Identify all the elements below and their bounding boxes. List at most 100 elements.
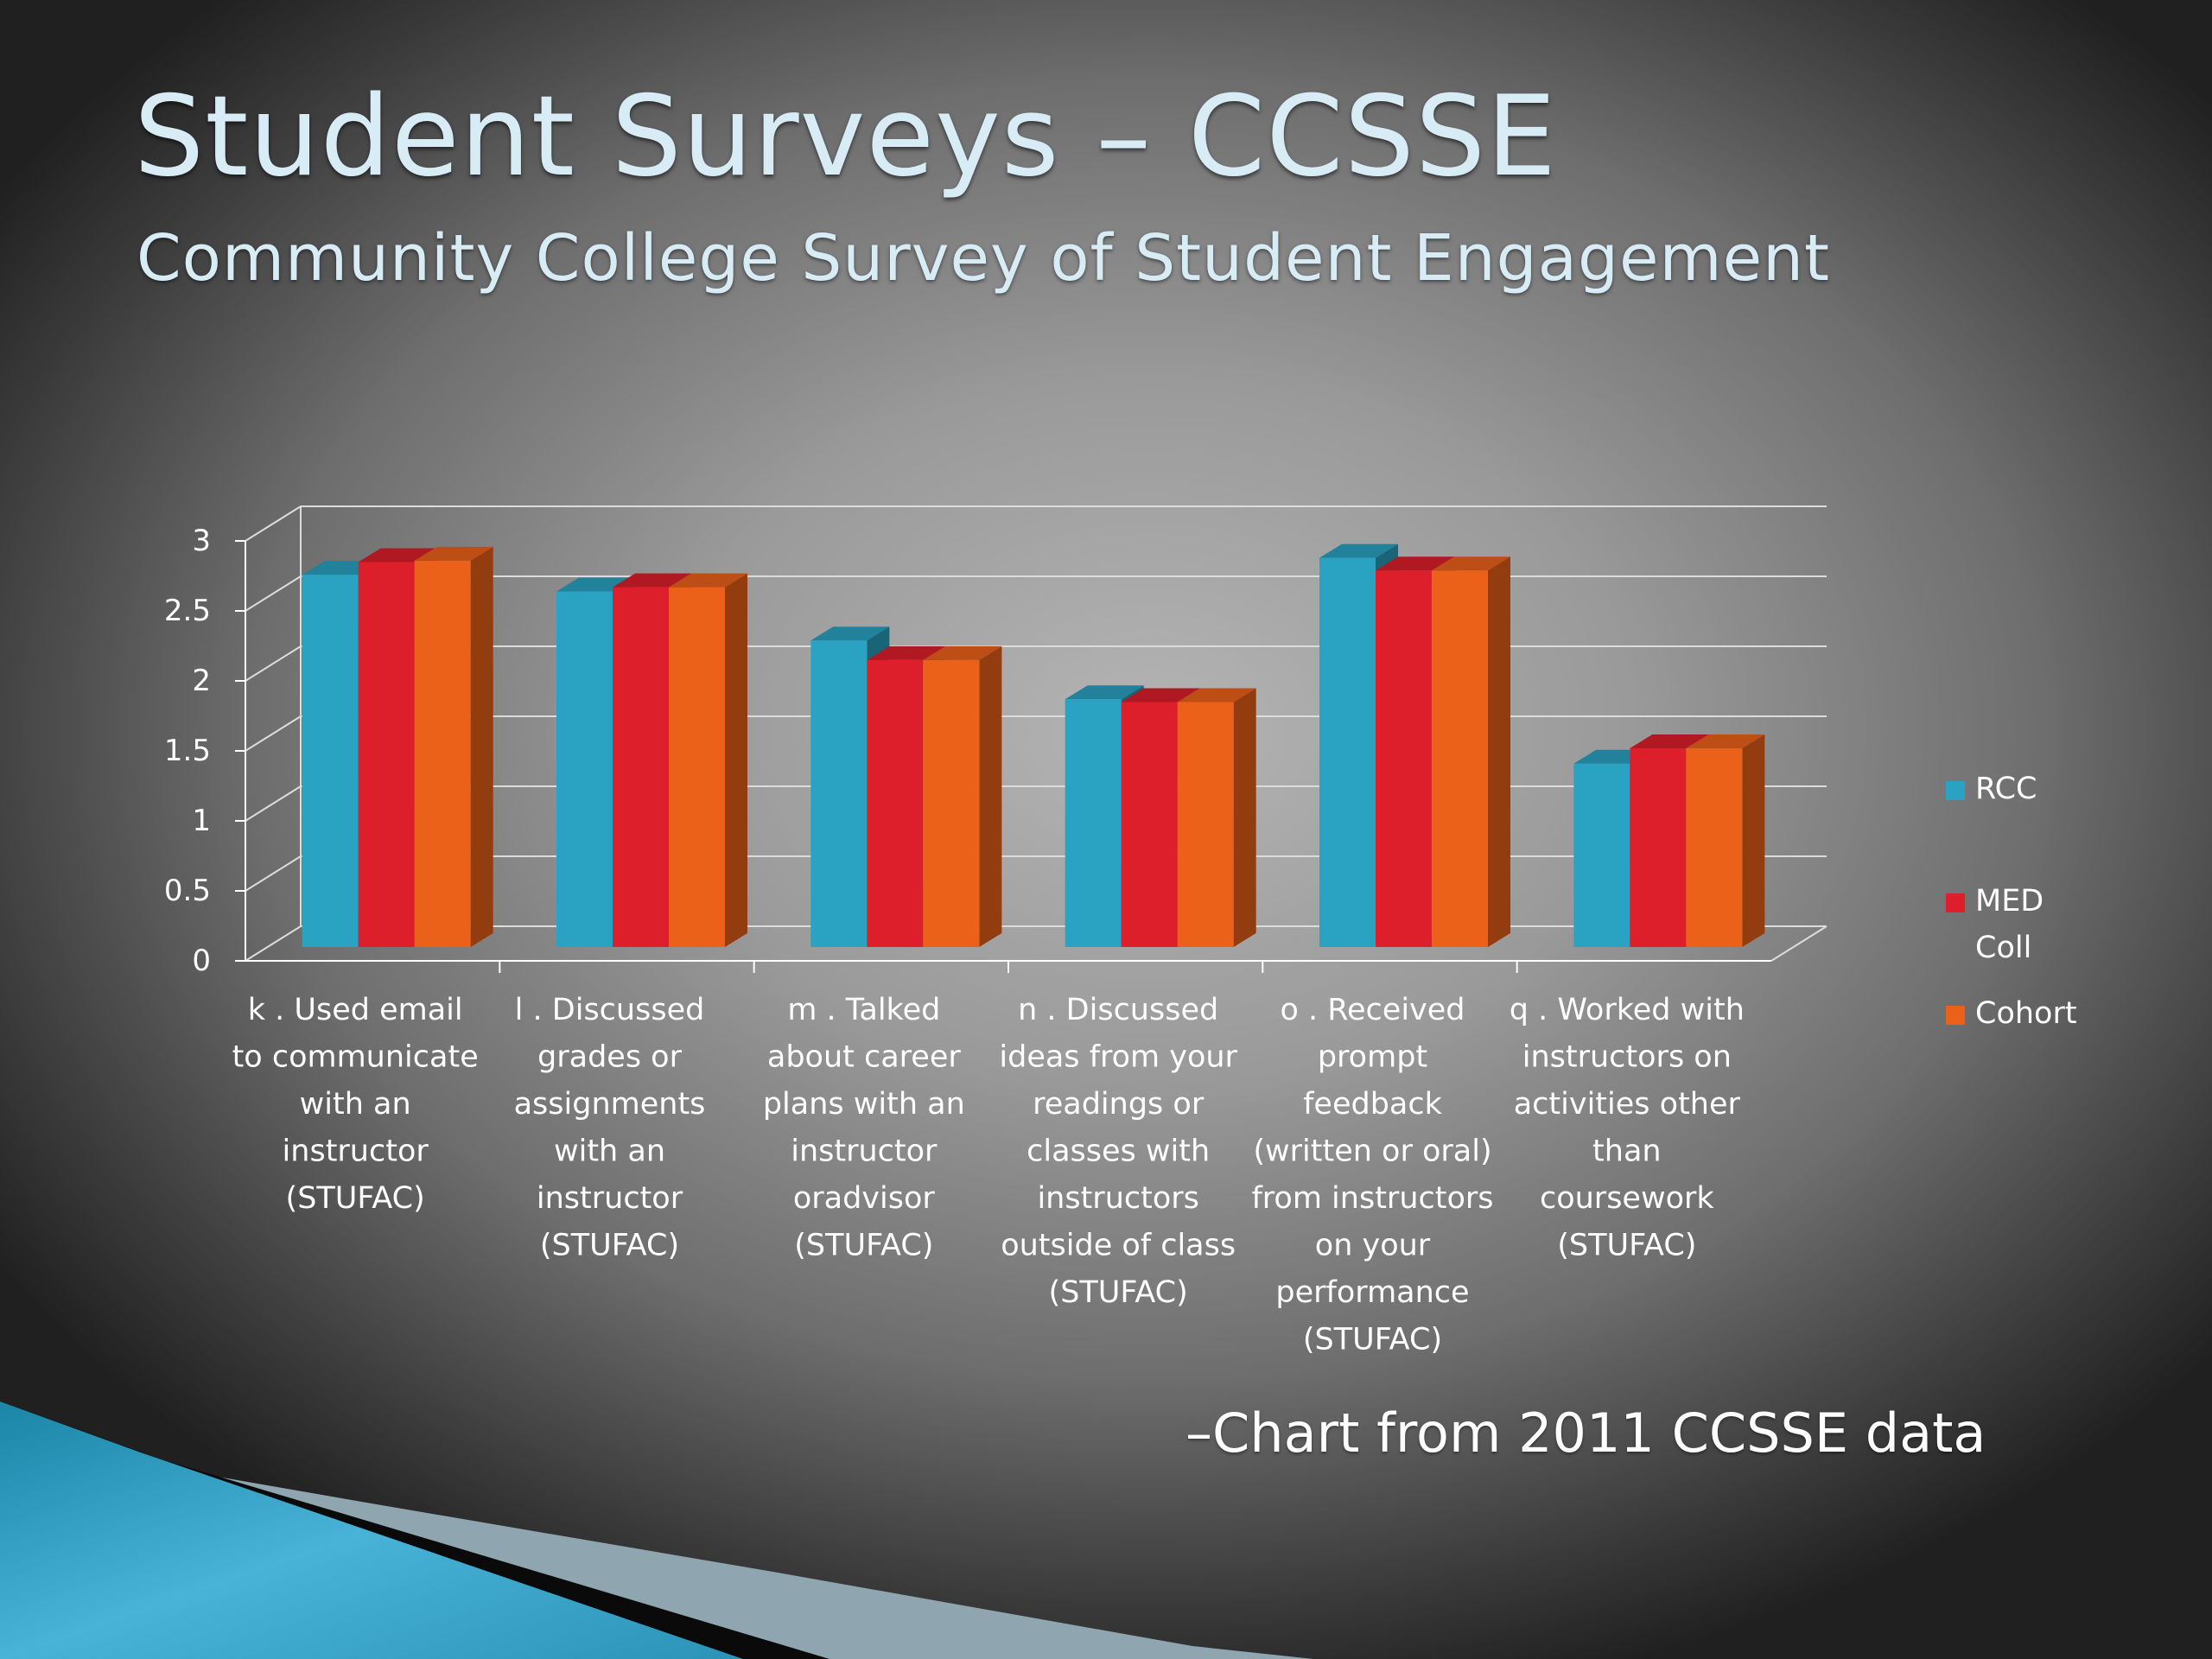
- x-category-label-line: m . Talked: [787, 993, 940, 1027]
- chart-source-note: –Chart from 2011 CCSSE data: [1185, 1402, 1986, 1465]
- gridline-side: [245, 575, 302, 612]
- bar-side: [470, 546, 493, 947]
- x-category-label-line: on your: [1315, 1229, 1431, 1263]
- x-category-label: m . Talked about career plans with an instr…: [763, 993, 965, 1263]
- legend-label-line: MED: [1975, 884, 2044, 918]
- x-category-label-line: to communicate: [232, 1040, 479, 1075]
- bar: [1177, 702, 1234, 947]
- bar: [810, 640, 868, 947]
- bar: [1376, 570, 1432, 947]
- legend-swatch: [1946, 781, 1965, 800]
- x-category-label-line: n . Discussed: [1018, 993, 1218, 1027]
- legend-label: MED Coll: [1975, 884, 2044, 965]
- bar: [867, 659, 924, 947]
- x-category-label-line: instructors: [1037, 1181, 1198, 1216]
- bar: [669, 587, 725, 947]
- x-category-label: n . Discussed ideas from your readings or c…: [999, 993, 1237, 1310]
- x-category-label-line: assignments: [514, 1087, 706, 1122]
- gridline-side: [245, 505, 302, 542]
- x-category-label-line: coursework: [1540, 1181, 1714, 1216]
- y-tick-label: 1: [192, 804, 211, 838]
- legend-swatch: [1946, 1006, 1965, 1025]
- legend-label-line: RCC: [1975, 772, 2037, 806]
- gridline-side: [245, 855, 302, 892]
- x-category-label-line: with an: [300, 1087, 411, 1122]
- bar-side: [979, 645, 1002, 947]
- bar-top: [1630, 734, 1709, 748]
- bar-top: [414, 546, 493, 561]
- bar-top: [1121, 688, 1200, 702]
- legend-label: RCC: [1975, 772, 2037, 806]
- x-category-label-line: prompt: [1318, 1040, 1427, 1075]
- bar: [1686, 747, 1743, 947]
- x-category-label: k . Used email to communicate with an instr…: [232, 993, 479, 1216]
- bar-top: [1376, 556, 1454, 571]
- bar: [302, 575, 359, 947]
- bar-top: [923, 645, 1002, 660]
- bar-side: [725, 573, 747, 947]
- x-category-label-line: l . Discussed: [515, 993, 705, 1027]
- bar-top: [810, 626, 890, 641]
- bar-top: [358, 548, 437, 563]
- x-category-label-line: (written or oral): [1253, 1135, 1491, 1169]
- gridline-side: [245, 785, 302, 822]
- x-category-label-line: instructor: [537, 1181, 683, 1216]
- bar: [1121, 702, 1178, 947]
- bar-top: [1065, 685, 1144, 700]
- x-category-label-line: activities other: [1514, 1087, 1741, 1122]
- x-category-label-line: instructor: [283, 1135, 429, 1169]
- bar-top: [669, 573, 747, 588]
- x-category-label-line: (STUFAC): [540, 1229, 679, 1263]
- x-category-label-line: classes with: [1027, 1135, 1210, 1169]
- x-category-label-line: instructor: [791, 1135, 938, 1169]
- x-category-label-line: q . Worked with: [1510, 993, 1745, 1027]
- y-tick-label: 2.5: [164, 594, 211, 628]
- x-category-label-line: grades or: [537, 1040, 683, 1075]
- gridline-side: [245, 645, 302, 682]
- x-category-label-line: outside of class: [1001, 1229, 1236, 1263]
- slide-title: Student Surveys – CCSSE: [134, 73, 1557, 201]
- chart-labels: 0 0.5 1 1.5 2 2.5 3 k . Used email to communicat…: [164, 524, 1745, 1357]
- bar-side: [1742, 734, 1765, 947]
- y-tick-label: 0.5: [164, 874, 211, 908]
- y-tick-label: 1.5: [164, 734, 211, 768]
- x-category-label-line: o . Received: [1280, 993, 1465, 1027]
- chart-gridlines: [245, 505, 1827, 962]
- x-category-label-line: from instructors: [1251, 1181, 1493, 1216]
- gridline-side: [245, 715, 302, 752]
- x-category-label-line: about career: [767, 1040, 961, 1075]
- bar: [613, 587, 669, 947]
- bar-top: [1432, 556, 1510, 571]
- bar-top: [1686, 734, 1765, 748]
- x-category-label: l . Discussed grades or assignments with an…: [514, 993, 706, 1263]
- legend-label: Cohort: [1975, 996, 2077, 1031]
- x-category-label-line: (STUFAC): [1303, 1323, 1442, 1357]
- bar: [358, 562, 415, 947]
- x-category-label-line: (STUFAC): [1557, 1229, 1696, 1263]
- x-category-label: o . Received prompt feedback (written or or…: [1251, 993, 1493, 1357]
- bar: [556, 591, 613, 947]
- chart-axes: [235, 540, 1771, 973]
- floor-edge: [1770, 925, 1827, 962]
- bar: [1432, 570, 1488, 947]
- x-category-label: q . Worked with instructors on activities …: [1510, 993, 1745, 1263]
- x-category-label-line: (STUFAC): [794, 1229, 933, 1263]
- chart-legend: RCC MED Coll Cohort: [1946, 772, 2077, 1031]
- bar-top: [1177, 688, 1256, 702]
- gridline-side: [245, 925, 302, 962]
- bar: [1065, 699, 1122, 947]
- bar-side: [1233, 688, 1256, 947]
- bar-top: [867, 645, 946, 660]
- bar: [414, 560, 471, 947]
- slide-subtitle: Community College Survey of Student Enga…: [137, 221, 1831, 296]
- x-category-label-line: ideas from your: [999, 1040, 1237, 1075]
- x-category-label-line: k . Used email: [248, 993, 463, 1027]
- x-category-label-line: oradvisor: [793, 1181, 936, 1216]
- legend-label-line: Coll: [1975, 931, 2031, 965]
- y-tick-label: 0: [192, 944, 211, 978]
- y-tick-label: 3: [192, 524, 211, 558]
- legend-label-line: Cohort: [1975, 996, 2077, 1031]
- bar-side: [1488, 556, 1510, 947]
- bar: [923, 659, 980, 947]
